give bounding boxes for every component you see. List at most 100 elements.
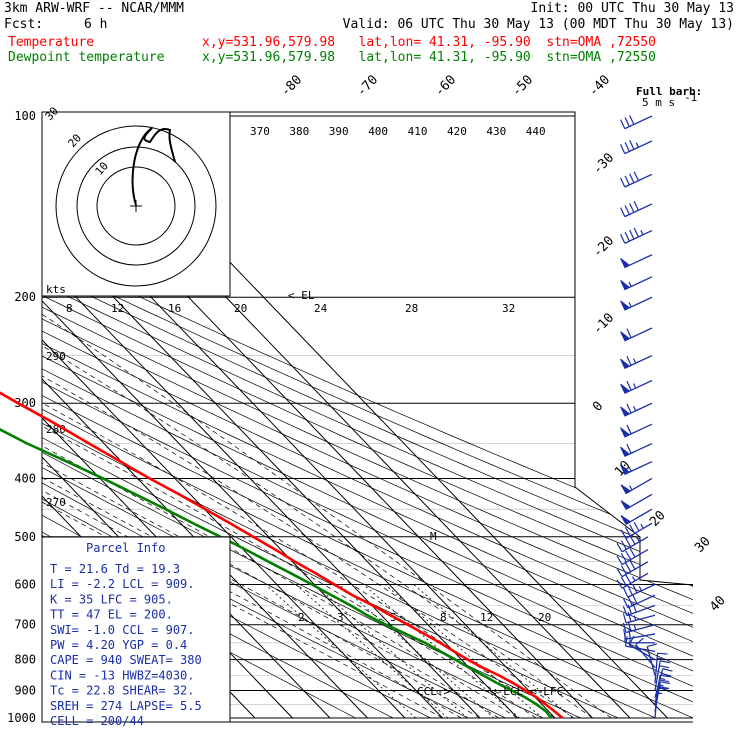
theta-label-380: 380	[289, 125, 309, 138]
mixing-ratio-label-12: 12	[480, 611, 493, 624]
dry-adiabat-320	[42, 115, 656, 719]
barb-full	[620, 233, 626, 244]
isotherm-label-30: 30	[692, 534, 714, 556]
wind-barb-775	[624, 636, 656, 652]
isotherm-label--50: -50	[509, 72, 536, 99]
barb-full	[623, 629, 627, 640]
m-marker: M	[430, 530, 437, 543]
barb-full	[620, 144, 626, 154]
wind-barb-100	[620, 115, 653, 130]
barb-pennant	[620, 406, 631, 417]
barb-full	[622, 613, 627, 624]
valid-time: Valid: 06 UTC Thu 30 May 13 (00 MDT Thu …	[342, 17, 734, 32]
full-barb-exponent: -1	[684, 91, 697, 104]
wind-barb-250	[620, 354, 653, 369]
barb-full	[626, 355, 632, 366]
barb-full	[629, 548, 636, 558]
parcel-row-10: CELL = 200/44	[50, 714, 144, 728]
theta-side-label-290: 290	[46, 350, 66, 363]
barb-full	[620, 553, 627, 563]
temperature-trace	[0, 391, 564, 719]
isotherm-label--80: -80	[278, 72, 305, 99]
barb-pennant	[620, 427, 631, 438]
barb-half	[640, 523, 644, 529]
barb-pennant	[620, 464, 631, 475]
isotherm-label-20: 20	[647, 508, 669, 530]
barb-full	[626, 380, 632, 391]
barb-full	[662, 668, 673, 672]
barb-full	[616, 567, 623, 577]
moist-adiabat-5	[42, 296, 499, 719]
hodograph-trace	[131, 127, 176, 206]
dry-adiabat-360	[42, 115, 693, 719]
theta-label-390: 390	[329, 125, 349, 138]
wind-barb-325	[620, 423, 653, 438]
pressure-label-900: 900	[14, 683, 36, 697]
barb-half	[631, 576, 636, 582]
speed-scale-label-20: 20	[234, 302, 247, 315]
speed-scale-label-16: 16	[168, 302, 181, 315]
lcl-marker: <-LCL	[490, 685, 523, 698]
barb-full	[622, 606, 628, 616]
barb-full	[659, 679, 670, 683]
parcel-row-3: TT = 47 EL = 200.	[50, 608, 173, 622]
barb-full	[647, 643, 658, 648]
barb-full	[633, 200, 639, 211]
barb-full	[627, 585, 633, 596]
isotherm-label--60: -60	[432, 72, 459, 99]
theta-label-410: 410	[408, 125, 428, 138]
dewpoint-legend-info: x,y=531.96,579.98 lat,lon= 41.31, -95.90…	[202, 50, 656, 65]
barb-full	[629, 229, 635, 240]
dewpoint-legend-label: Dewpoint temperature	[8, 50, 165, 65]
barb-full	[627, 611, 632, 622]
isotherm-label--30: -30	[590, 150, 617, 177]
mixing-ratio-label-20: 20	[538, 611, 551, 624]
barb-full	[629, 535, 636, 545]
theta-label-440: 440	[526, 125, 546, 138]
dry-adiabat-440	[42, 115, 693, 719]
barb-half	[633, 615, 637, 621]
wind-barb-300	[620, 402, 653, 417]
dry-adiabat-310	[42, 115, 619, 719]
dry-adiabat-380	[42, 115, 693, 719]
barb-full	[627, 604, 633, 615]
moist-adiabat--5	[42, 296, 462, 719]
barb-full	[661, 672, 672, 677]
dry-adiabat-330	[42, 115, 693, 719]
isotherm--40	[42, 112, 331, 719]
barb-full	[635, 637, 644, 646]
barb-full	[629, 560, 636, 570]
isotherm-label--20: -20	[590, 233, 617, 260]
barb-staff	[646, 646, 656, 676]
barb-full	[659, 665, 670, 669]
barb-full	[625, 550, 632, 560]
barb-half	[635, 142, 639, 148]
barb-pennant	[620, 358, 631, 369]
dry-adiabat-420	[42, 115, 693, 719]
dry-adiabat-400	[42, 115, 693, 719]
barb-pennant	[620, 383, 631, 394]
barb-full	[629, 203, 635, 213]
barb-half	[633, 383, 637, 389]
barb-full	[632, 602, 637, 613]
dry-adiabat-460	[42, 115, 693, 719]
wind-barb-550	[616, 560, 649, 578]
lfc-marker: <-LFC	[530, 685, 563, 698]
pressure-label-200: 200	[14, 290, 36, 304]
barb-full	[629, 140, 635, 150]
mixing-ratio-label-8: 8	[440, 611, 447, 624]
isotherm--20	[42, 112, 406, 719]
barb-full	[624, 175, 630, 186]
hodograph-ring-20	[76, 146, 196, 266]
wind-barb-125	[620, 171, 653, 188]
dry-adiabat-370	[42, 115, 693, 719]
parcel-info-box: Parcel Info T = 21.6 Td = 19.3LI = -2.2 L…	[41, 536, 231, 728]
barb-pennant	[620, 280, 631, 291]
theta-label-400: 400	[368, 125, 388, 138]
barb-full	[660, 681, 671, 685]
theta-label-430: 430	[486, 125, 506, 138]
mixing-ratio-2	[295, 584, 449, 719]
pressure-label-300: 300	[14, 396, 36, 410]
